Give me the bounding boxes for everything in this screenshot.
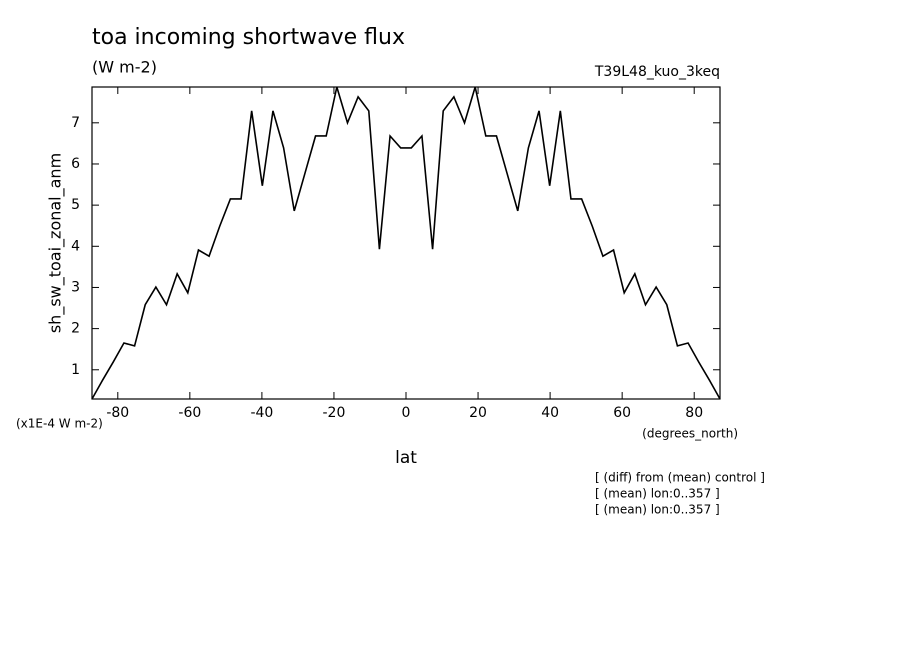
y-tick-label: 7: [71, 115, 80, 131]
x-tick-label: -80: [106, 405, 129, 421]
y-axis-label: sh_sw_toai_zonal_anm: [46, 153, 66, 333]
plot-frame: [91, 86, 721, 400]
x-tick-label: -40: [250, 405, 273, 421]
x-tick-label: 0: [402, 405, 411, 421]
y-tick-label: 3: [71, 279, 80, 295]
chart-title: toa incoming shortwave flux: [92, 25, 405, 50]
x-axis-label: lat: [395, 448, 417, 468]
note: [ (mean) lon:0..357 ]: [595, 487, 720, 501]
y-unit: (x1E-4 W m-2): [16, 417, 103, 431]
data-line: [91, 86, 721, 400]
x-tick-label: 60: [613, 405, 631, 421]
chart-subtitle: (W m-2): [92, 58, 157, 77]
note: [ (diff) from (mean) control ]: [595, 471, 765, 485]
x-tick-label: -20: [323, 405, 346, 421]
x-tick-label: 80: [685, 405, 703, 421]
x-unit: (degrees_north): [642, 427, 738, 441]
y-tick-label: 2: [71, 321, 80, 337]
y-tick-label: 6: [71, 156, 80, 172]
y-tick-label: 1: [71, 362, 80, 378]
x-tick-label: -60: [178, 405, 201, 421]
y-tick-label: 4: [71, 238, 80, 254]
y-tick-label: 5: [71, 197, 80, 213]
x-tick-label: 40: [541, 405, 559, 421]
run-label: T39L48_kuo_3keq: [594, 64, 720, 80]
x-tick-label: 20: [469, 405, 487, 421]
note: [ (mean) lon:0..357 ]: [595, 503, 720, 517]
